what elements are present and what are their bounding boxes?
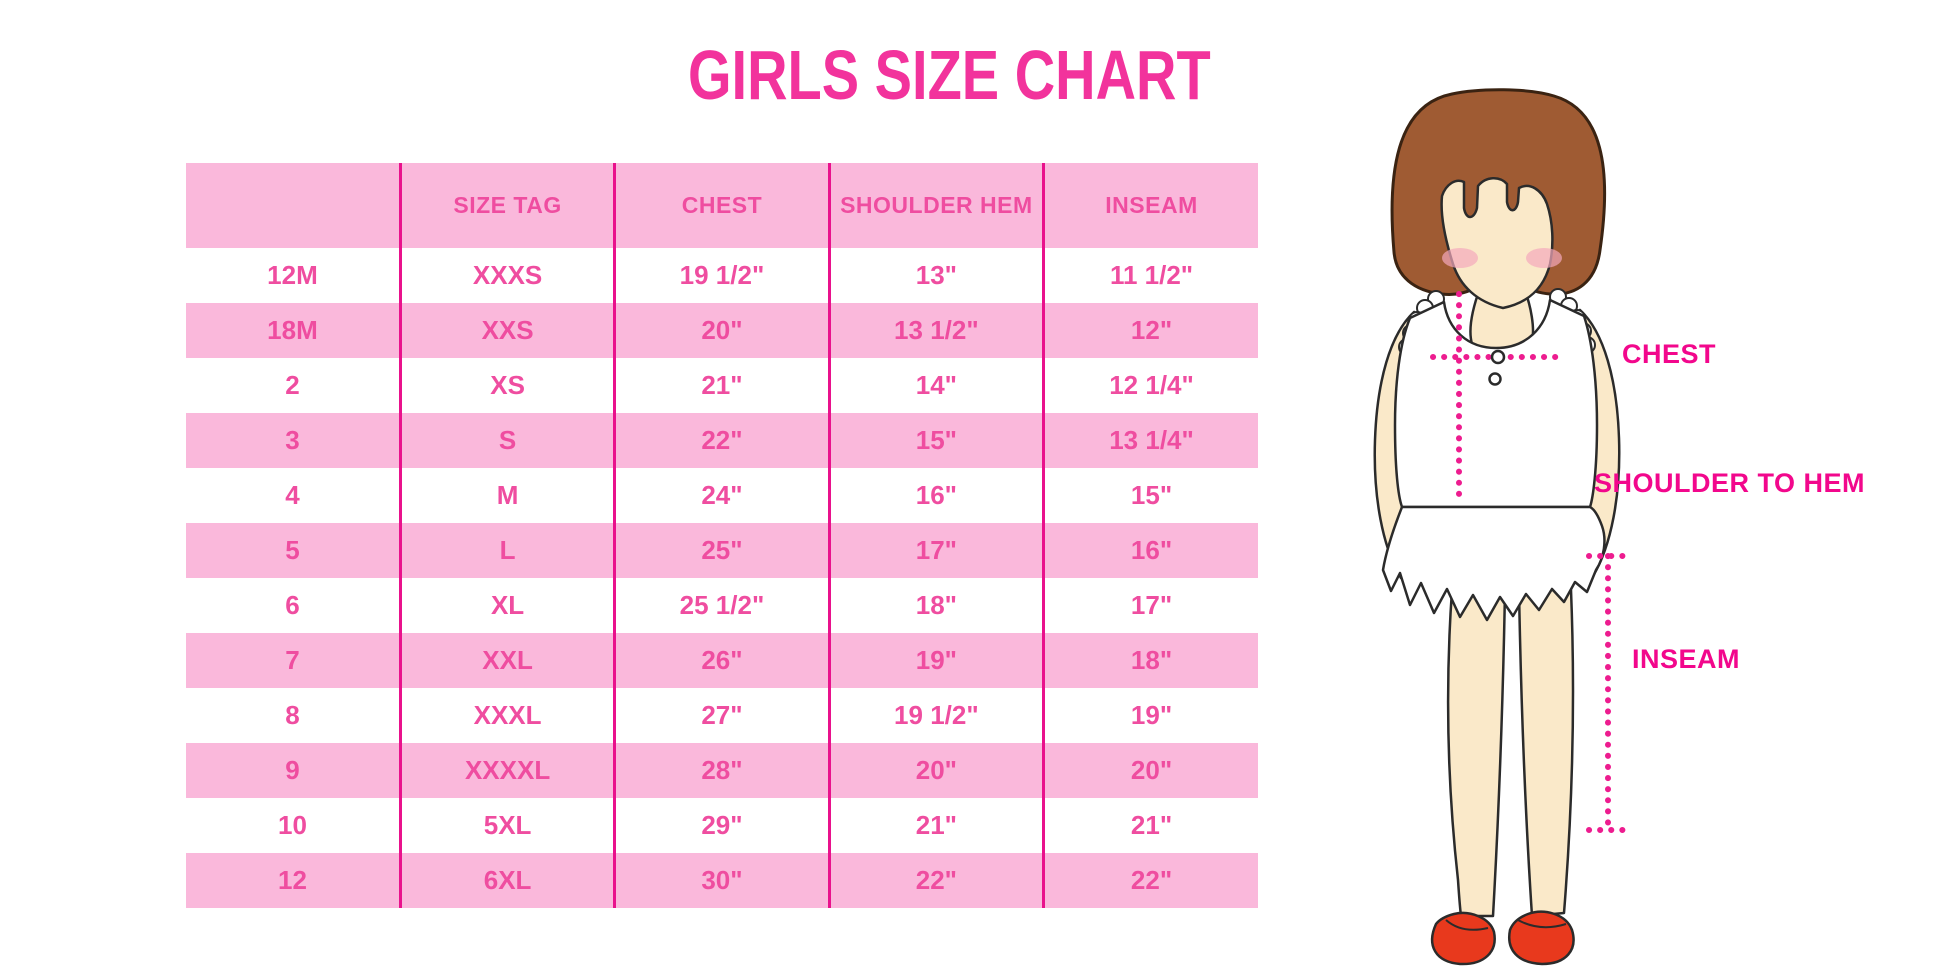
- cell-chest: 30": [613, 853, 830, 908]
- cell-inseam: 11 1/2": [1042, 248, 1258, 303]
- cell-inseam: 22": [1042, 853, 1258, 908]
- cell-size: 2: [285, 370, 300, 400]
- shoulder-to-hem-label: SHOULDER TO HEM: [1594, 468, 1866, 498]
- measurement-lines: [1430, 291, 1630, 833]
- cell-shoulder-hem: 22": [827, 853, 1044, 908]
- cell-inseam: 21": [1042, 798, 1258, 853]
- table-row: 8 XXXL 27" 19 1/2" 19": [186, 688, 1258, 743]
- cell-shoulder-hem: 16": [827, 468, 1044, 523]
- sleeve-ruffles: [1398, 288, 1596, 356]
- cell-inseam: 20": [1042, 743, 1258, 798]
- cell-chest: 29": [613, 798, 830, 853]
- cell-size: 12M: [267, 260, 318, 290]
- cell-shoulder-hem: 15": [827, 413, 1044, 468]
- cell-size: 6: [285, 590, 300, 620]
- table-row: 12M XXXS 19 1/2" 13" 11 1/2": [186, 248, 1258, 303]
- cell-chest: 28": [613, 743, 830, 798]
- skirt: [1381, 505, 1606, 622]
- table-row: 12 6XL 30" 22" 22": [186, 853, 1258, 908]
- cell-chest: 21": [613, 358, 830, 413]
- cell-shoulder-hem: 20": [827, 743, 1044, 798]
- header-cell-blank: [186, 163, 400, 248]
- header-cell-inseam: INSEAM: [1042, 163, 1258, 248]
- shirt: [1393, 298, 1599, 509]
- size-chart-table: SIZE TAG CHEST SHOULDER HEM INSEAM 12M X…: [186, 163, 1258, 908]
- cell-chest: 26": [613, 633, 830, 688]
- cell-inseam: 16": [1042, 523, 1258, 578]
- cell-size-tag: S: [398, 413, 615, 468]
- cell-size-tag: XL: [398, 578, 615, 633]
- cell-shoulder-hem: 13": [827, 248, 1044, 303]
- cell-size-tag: M: [398, 468, 615, 523]
- cell-chest: 25 1/2": [613, 578, 830, 633]
- cell-size: 5: [285, 535, 300, 565]
- header-row: SIZE TAG CHEST SHOULDER HEM INSEAM: [186, 163, 1258, 248]
- cell-inseam: 15": [1042, 468, 1258, 523]
- table-row: 7 XXL 26" 19" 18": [186, 633, 1258, 688]
- page-title: GIRLS SIZE CHART: [688, 36, 1211, 114]
- cell-size: 4: [285, 480, 300, 510]
- cell-inseam: 19": [1042, 688, 1258, 743]
- cell-shoulder-hem: 13 1/2": [827, 303, 1044, 358]
- cell-size-tag: XS: [398, 358, 615, 413]
- table-row: 4 M 24" 16" 15": [186, 468, 1258, 523]
- table-row: 9 XXXXL 28" 20" 20": [186, 743, 1258, 798]
- neck: [1469, 286, 1535, 353]
- inseam-label: INSEAM: [1632, 644, 1741, 674]
- chest-label: CHEST: [1622, 339, 1717, 369]
- cell-shoulder-hem: 19": [827, 633, 1044, 688]
- cell-size-tag: XXXS: [398, 248, 615, 303]
- header-cell-shoulder-hem: SHOULDER HEM: [827, 163, 1044, 248]
- cell-size: 18M: [267, 315, 318, 345]
- table-row: 10 5XL 29" 21" 21": [186, 798, 1258, 853]
- cell-shoulder-hem: 19 1/2": [827, 688, 1044, 743]
- cell-shoulder-hem: 14": [827, 358, 1044, 413]
- table-row: 5 L 25" 17" 16": [186, 523, 1258, 578]
- cell-shoulder-hem: 17": [827, 523, 1044, 578]
- table-body: 12M XXXS 19 1/2" 13" 11 1/2" 18M XXS 20"…: [186, 248, 1258, 908]
- cell-chest: 27": [613, 688, 830, 743]
- arms: [1373, 308, 1621, 580]
- hair: [1390, 88, 1607, 296]
- shoes: [1430, 910, 1575, 966]
- shirt-buttons: [1488, 349, 1506, 386]
- blush: [1442, 248, 1562, 268]
- cell-inseam: 17": [1042, 578, 1258, 633]
- cell-size: 3: [285, 425, 300, 455]
- cell-size: 7: [285, 645, 300, 675]
- table-row: 2 XS 21" 14" 12 1/4": [186, 358, 1258, 413]
- cell-inseam: 13 1/4": [1042, 413, 1258, 468]
- cell-chest: 22": [613, 413, 830, 468]
- cell-size-tag: XXL: [398, 633, 615, 688]
- cell-size-tag: XXXXL: [398, 743, 615, 798]
- cell-size: 8: [285, 700, 300, 730]
- cell-chest: 20": [613, 303, 830, 358]
- cell-size-tag: 6XL: [398, 853, 615, 908]
- face: [1440, 177, 1554, 310]
- table-header: SIZE TAG CHEST SHOULDER HEM INSEAM: [186, 163, 1258, 248]
- header-cell-size-tag: SIZE TAG: [398, 163, 615, 248]
- cell-chest: 24": [613, 468, 830, 523]
- cell-size-tag: L: [398, 523, 615, 578]
- cell-shoulder-hem: 18": [827, 578, 1044, 633]
- cell-chest: 25": [613, 523, 830, 578]
- cell-size-tag: XXS: [398, 303, 615, 358]
- cell-size: 9: [285, 755, 300, 785]
- cell-size: 10: [277, 810, 307, 840]
- table-row: 6 XL 25 1/2" 18" 17": [186, 578, 1258, 633]
- cell-size: 12: [277, 865, 307, 895]
- cell-size-tag: XXXL: [398, 688, 615, 743]
- cell-chest: 19 1/2": [613, 248, 830, 303]
- cell-inseam: 12": [1042, 303, 1258, 358]
- table-row: 3 S 22" 15" 13 1/4": [186, 413, 1258, 468]
- cell-size-tag: 5XL: [398, 798, 615, 853]
- cell-shoulder-hem: 21": [827, 798, 1044, 853]
- table-row: 18M XXS 20" 13 1/2" 12": [186, 303, 1258, 358]
- legs: [1446, 588, 1575, 918]
- header-cell-chest: CHEST: [613, 163, 830, 248]
- cell-inseam: 18": [1042, 633, 1258, 688]
- cell-inseam: 12 1/4": [1042, 358, 1258, 413]
